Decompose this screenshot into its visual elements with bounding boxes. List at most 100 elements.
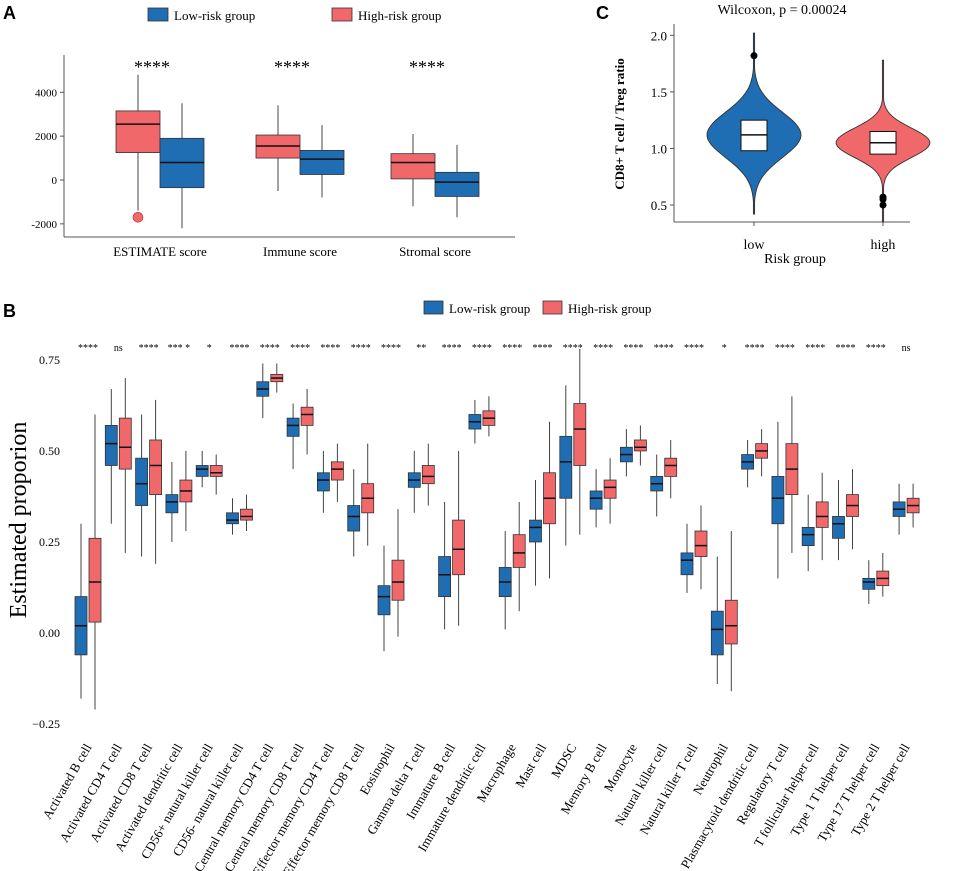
b-box-high-14-box	[512, 534, 526, 568]
b-box-low-2-box	[135, 457, 149, 506]
b-sig-15: ****	[533, 343, 553, 354]
b-box-low-20	[680, 523, 694, 593]
panel-label-a: A	[3, 3, 16, 23]
c-violin-high	[835, 59, 931, 223]
b-box-low-25	[832, 480, 845, 561]
legend-b-low-swatch	[423, 300, 444, 315]
b-sig-14: ****	[502, 343, 522, 354]
b-box-low-14	[498, 531, 512, 630]
b-box-high-2-box	[149, 439, 163, 496]
b-box-high-22	[755, 429, 768, 477]
a-box-low-1	[299, 125, 345, 198]
a-ytick-label-3: 4000	[35, 87, 58, 99]
b-box-low-18	[620, 429, 633, 477]
b-box-low-20-box	[680, 552, 694, 576]
panel-c-x-label: Risk group	[764, 252, 826, 267]
b-ytick-label-4: 0.75	[39, 353, 60, 367]
b-box-high-23	[785, 396, 799, 553]
b-box-low-21	[710, 556, 724, 685]
b-sig-24: ****	[805, 343, 825, 354]
b-sig-0: ****	[78, 343, 98, 354]
b-box-high-7-box	[300, 406, 314, 426]
b-box-high-9	[361, 443, 375, 546]
b-box-low-4-box	[195, 465, 209, 477]
b-box-high-24	[815, 472, 829, 561]
b-ytick-label-1: 0.00	[39, 626, 60, 640]
c-outlier-high-0	[879, 201, 887, 209]
b-box-low-9	[347, 469, 361, 557]
b-box-high-20	[694, 505, 708, 590]
a-box-low-0	[159, 103, 205, 229]
legend-b-high-swatch	[542, 300, 563, 315]
b-box-low-7	[286, 403, 300, 470]
b-box-low-16-box	[559, 435, 573, 499]
b-sig-13: ****	[472, 343, 492, 354]
b-box-low-15	[529, 480, 542, 586]
b-box-low-1	[104, 388, 118, 524]
legend-b-high-label: High-risk group	[568, 301, 651, 316]
b-xlabel-16: MDSC	[548, 741, 579, 780]
a-sig-0: ****	[134, 57, 170, 77]
a-box-high-0-box	[115, 110, 161, 153]
b-ytick-label-0: −0.25	[32, 717, 60, 731]
b-box-low-23-box	[771, 476, 785, 525]
a-ytick-label-0: -2000	[31, 219, 57, 231]
b-sig-20: ****	[684, 343, 704, 354]
b-box-high-5-box	[240, 508, 253, 521]
c-ytick-label-1: 1.0	[651, 141, 667, 156]
c-outlier-low-0	[750, 52, 758, 60]
b-box-low-8-box	[316, 472, 330, 492]
b-box-high-12	[452, 450, 466, 626]
b-box-low-12-box	[438, 556, 452, 597]
b-box-high-20-box	[694, 530, 708, 557]
b-box-high-0-box	[88, 537, 102, 623]
b-box-low-22	[741, 439, 754, 488]
b-box-high-16	[573, 348, 587, 535]
legend-a-high-swatch	[331, 7, 353, 22]
b-box-high-10	[391, 509, 405, 637]
b-box-high-26	[876, 552, 890, 597]
c-ytick-label-3: 2.0	[651, 28, 667, 43]
b-box-high-18	[634, 425, 647, 466]
a-box-high-0	[115, 74, 161, 211]
b-box-low-17	[589, 469, 603, 528]
b-ytick-label-3: 0.50	[39, 444, 60, 458]
b-box-high-8	[330, 443, 344, 502]
legend-a: Low-risk group High-risk group	[147, 7, 441, 23]
b-box-high-1-box	[118, 417, 132, 470]
b-box-high-25	[846, 469, 859, 550]
b-box-low-10-box	[377, 585, 391, 616]
b-ytick-label-2: 0.25	[39, 535, 60, 549]
b-box-low-15-box	[529, 519, 542, 543]
a-box-high-2-box	[390, 153, 436, 180]
b-box-high-13	[482, 396, 496, 437]
b-box-low-9-box	[347, 505, 361, 532]
b-box-low-0	[74, 523, 88, 699]
a-box-low-1-box	[299, 149, 345, 175]
b-box-high-19	[664, 439, 678, 499]
b-box-high-17	[603, 458, 617, 524]
c-xlabel-low: low	[744, 238, 766, 253]
a-box-low-2	[434, 144, 480, 218]
panel-c-title: Wilcoxon, p = 0.00024	[717, 3, 846, 18]
b-sig-25: ****	[836, 343, 856, 354]
b-box-low-21-box	[710, 610, 724, 656]
b-box-high-16-box	[573, 403, 587, 466]
b-box-high-17-box	[603, 479, 617, 499]
b-box-low-4	[195, 450, 209, 488]
b-box-low-24-box	[801, 526, 815, 547]
b-box-low-5	[226, 498, 239, 535]
c-outlier-high-2	[879, 193, 887, 201]
b-sig-11: **	[416, 343, 426, 354]
b-box-low-26	[862, 560, 876, 604]
b-sig-2: ****	[139, 343, 159, 354]
a-box-high-1	[255, 105, 301, 191]
b-box-high-2	[149, 399, 163, 564]
b-box-low-5-box	[226, 512, 239, 525]
b-sig-5: ****	[230, 343, 250, 354]
b-sig-3: *** *	[168, 343, 191, 354]
b-box-low-24	[801, 494, 815, 572]
b-box-low-16	[559, 385, 573, 546]
panel-c-y-label: CD8+ T cell / Treg ratio	[612, 58, 627, 190]
c-ytick-label-2: 1.5	[651, 85, 667, 100]
